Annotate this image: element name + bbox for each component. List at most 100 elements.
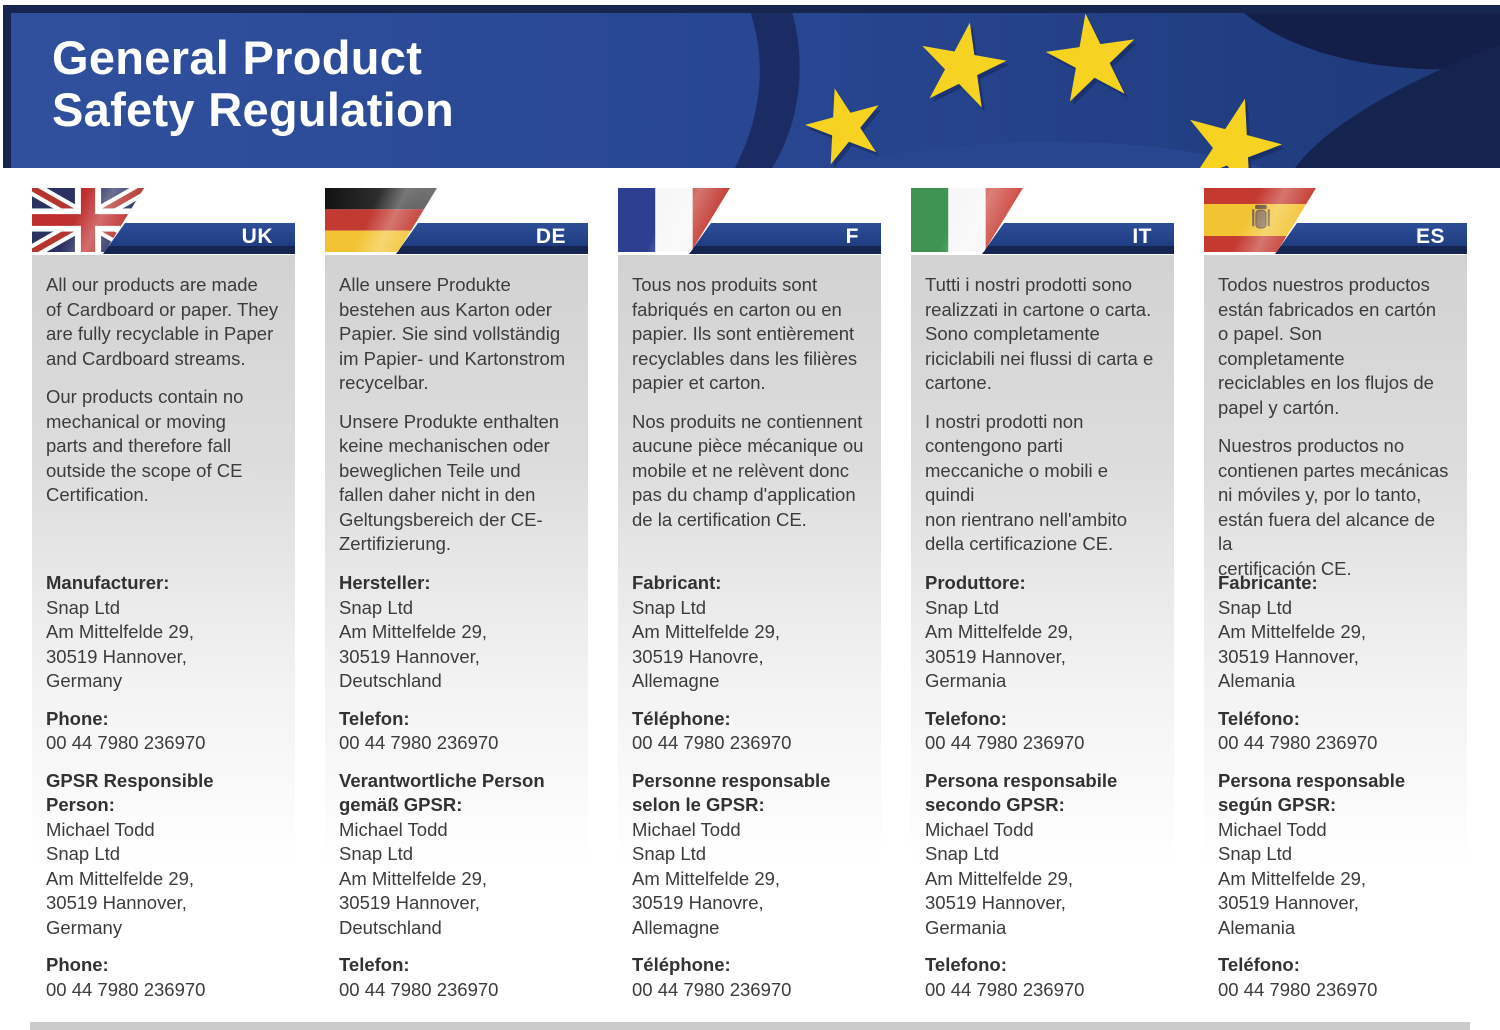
language-ribbon: [982, 223, 1174, 254]
language-ribbon: [396, 223, 588, 254]
gpsr-address: Michael Todd Snap Ltd Am Mittelfelde 29,…: [46, 818, 195, 938]
phone2-label: Telefon:: [339, 954, 410, 975]
phone2-value: 00 44 7980 236970: [632, 978, 792, 1000]
phone-value: 00 44 7980 236970: [339, 732, 499, 753]
manufacturer-address: Snap Ltd Am Mittelfelde 29, 30519 Hannov…: [1218, 596, 1367, 692]
language-ribbon: [689, 223, 881, 254]
column-it: IT Tutti i nostri prodotti sono realizza…: [911, 188, 1174, 1023]
phone-block: Téléphone: 00 44 7980 236970: [632, 707, 867, 756]
phone2-label: Telefono:: [925, 954, 1007, 975]
gpsr-address: Michael Todd Snap Ltd Am Mittelfelde 29,…: [339, 818, 488, 938]
gpsr-label: GPSR Responsible Person:: [46, 769, 214, 816]
footer-divider: [30, 1022, 1470, 1030]
language-code: F: [845, 225, 859, 248]
phone-value: 00 44 7980 236970: [925, 732, 1085, 753]
phone-block: Telefono: 00 44 7980 236970: [925, 707, 1160, 756]
language-columns: UK All our products are made of Cardboar…: [32, 188, 1468, 1023]
product-description: All our products are made of Cardboard o…: [46, 274, 279, 369]
phone2-value: 00 44 7980 236970: [925, 978, 1085, 1000]
phone2-value: 00 44 7980 236970: [339, 978, 499, 1000]
column-es: ES Todos nuestros productos están fabric…: [1204, 188, 1467, 1023]
manufacturer-address: Snap Ltd Am Mittelfelde 29, 30519 Hannov…: [339, 596, 488, 692]
column-header-de: DE: [325, 188, 588, 255]
manufacturer-block: Manufacturer: Snap Ltd Am Mittelfelde 29…: [46, 571, 281, 694]
info-panel: Tutti i nostri prodotti sono realizzati …: [911, 255, 1174, 1023]
manufacturer-block: Fabricant: Snap Ltd Am Mittelfelde 29, 3…: [632, 571, 867, 694]
phone-label: Teléfono:: [1218, 707, 1300, 729]
manufacturer-block: Fabricante: Snap Ltd Am Mittelfelde 29, …: [1218, 571, 1453, 694]
gpsr-label: Persona responsable según GPSR:: [1218, 769, 1406, 816]
ce-statement: I nostri prodotti non contengono parti m…: [925, 410, 1128, 555]
gpsr-block: Personne responsable selon le GPSR: Mich…: [632, 769, 867, 941]
language-code: DE: [535, 225, 566, 248]
phone-block-2: Teléfono: 00 44 7980 236970: [1218, 953, 1453, 1002]
phone2-value: 00 44 7980 236970: [46, 978, 206, 1000]
ce-statement: Nuestros productos no contienen partes m…: [1218, 435, 1449, 579]
eu-flag-graphic: [3, 5, 1500, 168]
phone-value: 00 44 7980 236970: [46, 732, 206, 753]
gpsr-label: Personne responsable selon le GPSR:: [632, 769, 831, 816]
phone2-label: Teléfono:: [1218, 954, 1300, 975]
phone-label: Telefono:: [925, 707, 1007, 729]
page-title: General Product Safety Regulation: [52, 31, 455, 136]
manufacturer-block: Hersteller: Snap Ltd Am Mittelfelde 29, …: [339, 571, 574, 694]
gpsr-label: Verantwortliche Person gemäß GPSR:: [339, 769, 545, 816]
phone-block-2: Phone: 00 44 7980 236970: [46, 953, 281, 1002]
gpsr-address: Michael Todd Snap Ltd Am Mittelfelde 29,…: [925, 818, 1074, 938]
phone-block: Phone: 00 44 7980 236970: [46, 707, 281, 756]
language-ribbon: [1275, 223, 1467, 254]
column-header-es: ES: [1204, 188, 1467, 255]
ce-statement: Unsere Produkte enthalten keine mechanis…: [339, 410, 560, 555]
phone-value: 00 44 7980 236970: [632, 732, 792, 753]
product-description: Alle unsere Produkte bestehen aus Karton…: [339, 274, 566, 393]
column-header-uk: UK: [32, 188, 295, 255]
gpsr-block: GPSR Responsible Person: Michael Todd Sn…: [46, 769, 281, 941]
phone-label: Telefon:: [339, 707, 410, 729]
manufacturer-block: Produttore: Snap Ltd Am Mittelfelde 29, …: [925, 571, 1160, 694]
column-uk: UK All our products are made of Cardboar…: [32, 188, 295, 1023]
manufacturer-address: Snap Ltd Am Mittelfelde 29, 30519 Hannov…: [925, 596, 1074, 692]
phone2-value: 00 44 7980 236970: [1218, 978, 1378, 1000]
phone-block: Teléfono: 00 44 7980 236970: [1218, 707, 1453, 756]
column-header-fr: F: [618, 188, 881, 255]
gpsr-block: Verantwortliche Person gemäß GPSR: Micha…: [339, 769, 574, 941]
gpsr-label: Persona responsabile secondo GPSR:: [925, 769, 1118, 816]
language-code: UK: [241, 225, 273, 248]
column-fr: F Tous nos produits sont fabriqués en ca…: [618, 188, 881, 1023]
phone2-label: Téléphone:: [632, 954, 731, 975]
gpsr-block: Persona responsable según GPSR: Michael …: [1218, 769, 1453, 941]
product-description: Todos nuestros productos están fabricado…: [1218, 274, 1437, 418]
phone-label: Phone:: [46, 707, 109, 729]
column-de: DE Alle unsere Produkte bestehen aus Kar…: [325, 188, 588, 1023]
gpsr-address: Michael Todd Snap Ltd Am Mittelfelde 29,…: [632, 818, 781, 938]
manufacturer-label: Hersteller:: [339, 572, 431, 593]
info-panel: Tous nos produits sont fabriqués en cart…: [618, 255, 881, 1023]
phone-block-2: Téléphone: 00 44 7980 236970: [632, 953, 867, 1002]
column-header-it: IT: [911, 188, 1174, 255]
phone-label: Téléphone:: [632, 707, 731, 729]
language-code: IT: [1132, 225, 1152, 248]
manufacturer-label: Fabricante:: [1218, 572, 1318, 593]
header-banner: General Product Safety Regulation: [0, 5, 1500, 168]
info-panel: All our products are made of Cardboard o…: [32, 255, 295, 1023]
phone2-label: Phone:: [46, 954, 109, 975]
phone-block: Telefon: 00 44 7980 236970: [339, 707, 574, 756]
language-ribbon: [103, 223, 295, 254]
language-code: ES: [1415, 225, 1445, 248]
manufacturer-label: Manufacturer:: [46, 572, 170, 593]
gpsr-address: Michael Todd Snap Ltd Am Mittelfelde 29,…: [1218, 818, 1367, 938]
gpsr-block: Persona responsabile secondo GPSR: Micha…: [925, 769, 1160, 941]
info-panel: Todos nuestros productos están fabricado…: [1204, 255, 1467, 1023]
ce-statement: Our products contain no mechanical or mo…: [46, 386, 244, 505]
manufacturer-address: Snap Ltd Am Mittelfelde 29, 30519 Hanovr…: [632, 596, 781, 692]
product-description: Tous nos produits sont fabriqués en cart…: [632, 274, 858, 393]
info-panel: Alle unsere Produkte bestehen aus Karton…: [325, 255, 588, 1023]
phone-block-2: Telefono: 00 44 7980 236970: [925, 953, 1160, 1002]
manufacturer-label: Fabricant:: [632, 572, 722, 593]
phone-value: 00 44 7980 236970: [1218, 732, 1378, 753]
manufacturer-address: Snap Ltd Am Mittelfelde 29, 30519 Hannov…: [46, 596, 195, 692]
phone-block-2: Telefon: 00 44 7980 236970: [339, 953, 574, 1002]
ce-statement: Nos produits ne contiennent aucune pièce…: [632, 410, 864, 530]
manufacturer-label: Produttore:: [925, 572, 1026, 593]
product-description: Tutti i nostri prodotti sono realizzati …: [925, 274, 1154, 393]
